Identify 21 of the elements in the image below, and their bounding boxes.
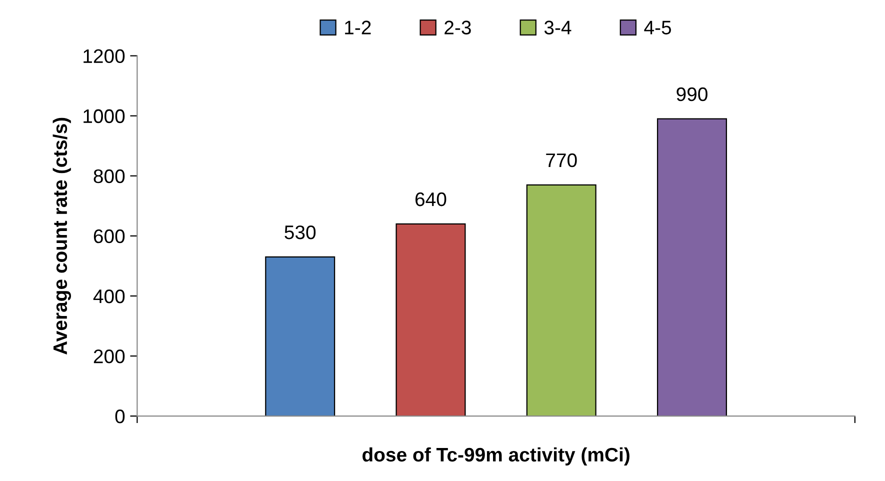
bar	[656, 118, 727, 416]
data-label: 530	[284, 225, 316, 240]
data-label: 770	[546, 153, 577, 168]
y-tick-label: 800	[94, 169, 125, 184]
y-tick-label: 200	[94, 349, 125, 364]
y-tick-label: 0	[115, 410, 125, 424]
data-label: 640	[415, 192, 446, 206]
y-tick-label: 1000	[84, 109, 125, 124]
legend-label: 1-2	[345, 20, 371, 34]
legend-label: 3-4	[544, 20, 572, 34]
bar	[396, 223, 466, 416]
y-axis-title: Average count rate (cts/s)	[52, 118, 72, 354]
bar	[526, 184, 596, 416]
bar	[265, 256, 336, 416]
y-tick-label: 400	[93, 289, 125, 304]
y-tick-label: 600	[94, 229, 125, 244]
x-axis-title: dose of Tc-99m activity (mCi)	[362, 447, 630, 466]
legend-label: 4-5	[644, 20, 672, 34]
y-tick-label: 1200	[84, 49, 125, 64]
data-label: 990	[676, 87, 708, 102]
legend-label: 2-3	[444, 20, 471, 34]
